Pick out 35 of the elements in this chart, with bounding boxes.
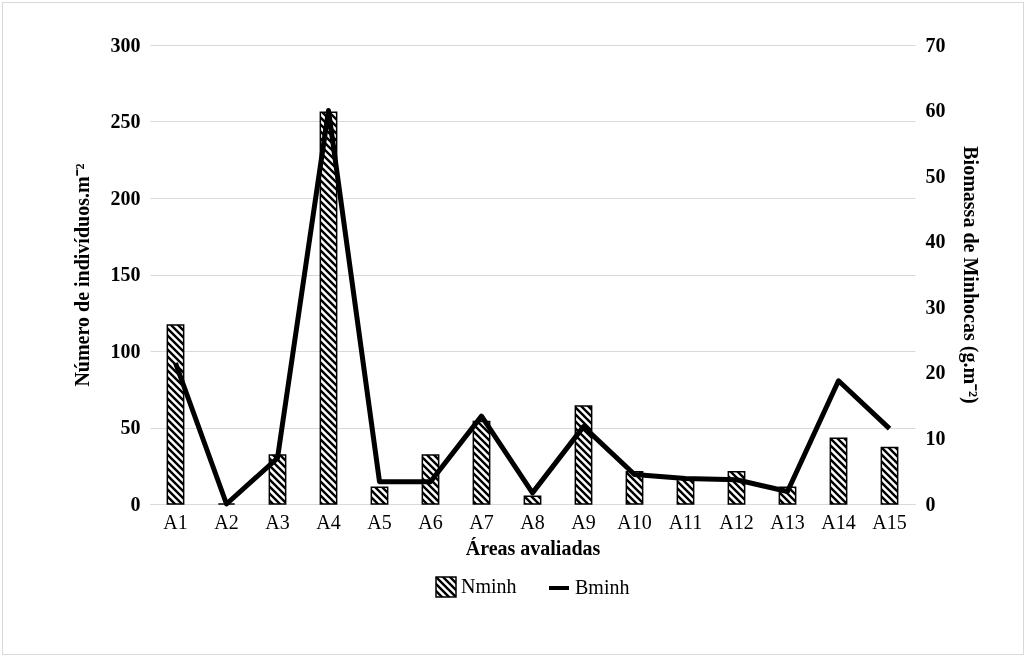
y-tick-label: 150: [110, 263, 141, 285]
x-tick-label: A11: [668, 510, 703, 533]
y2-tick-label: 70: [925, 33, 946, 56]
y2-tick-label: 60: [925, 99, 946, 122]
x-tick-label: A5: [367, 510, 392, 533]
x-tick-label: A2: [214, 510, 239, 533]
y2-tick-label: 0: [925, 492, 936, 515]
y-tick-label: 0: [130, 492, 141, 515]
x-tick-label: A4: [316, 510, 341, 533]
y-tick-label: 250: [110, 110, 141, 132]
y2-tick-label: 30: [925, 295, 946, 318]
x-tick-label: A8: [520, 510, 545, 533]
y-tick-label: 300: [110, 33, 141, 56]
legend-label: Nminh: [461, 575, 517, 597]
y-tick-label: 200: [110, 186, 141, 209]
x-tick-label: A6: [418, 510, 443, 533]
x-tick-label: A1: [163, 510, 188, 533]
x-tick-label: A14: [821, 510, 856, 533]
x-axis-title: Áreas avaliadas: [465, 536, 601, 559]
y2-tick-label: 10: [925, 426, 946, 449]
y-tick-label: 50: [120, 416, 141, 438]
x-tick-label: A9: [571, 510, 596, 533]
y-axis-title: Número de indivíduos.m⁻²: [70, 163, 93, 387]
legend-label: Bminh: [575, 576, 630, 598]
x-tick-label: A7: [469, 510, 494, 533]
x-tick-label: A13: [770, 510, 805, 533]
x-tick-label: A12: [719, 510, 754, 533]
x-tick-label: A10: [617, 510, 652, 533]
y-tick-label: 100: [110, 339, 141, 362]
y2-tick-label: 40: [925, 230, 946, 253]
y2-axis-title: Biomassa de Minhocas (g.m⁻²): [958, 146, 982, 404]
y2-tick-label: 50: [925, 164, 946, 187]
y2-tick-label: 20: [925, 361, 946, 384]
x-tick-label: A3: [265, 510, 290, 533]
x-tick-label: A15: [872, 510, 907, 533]
